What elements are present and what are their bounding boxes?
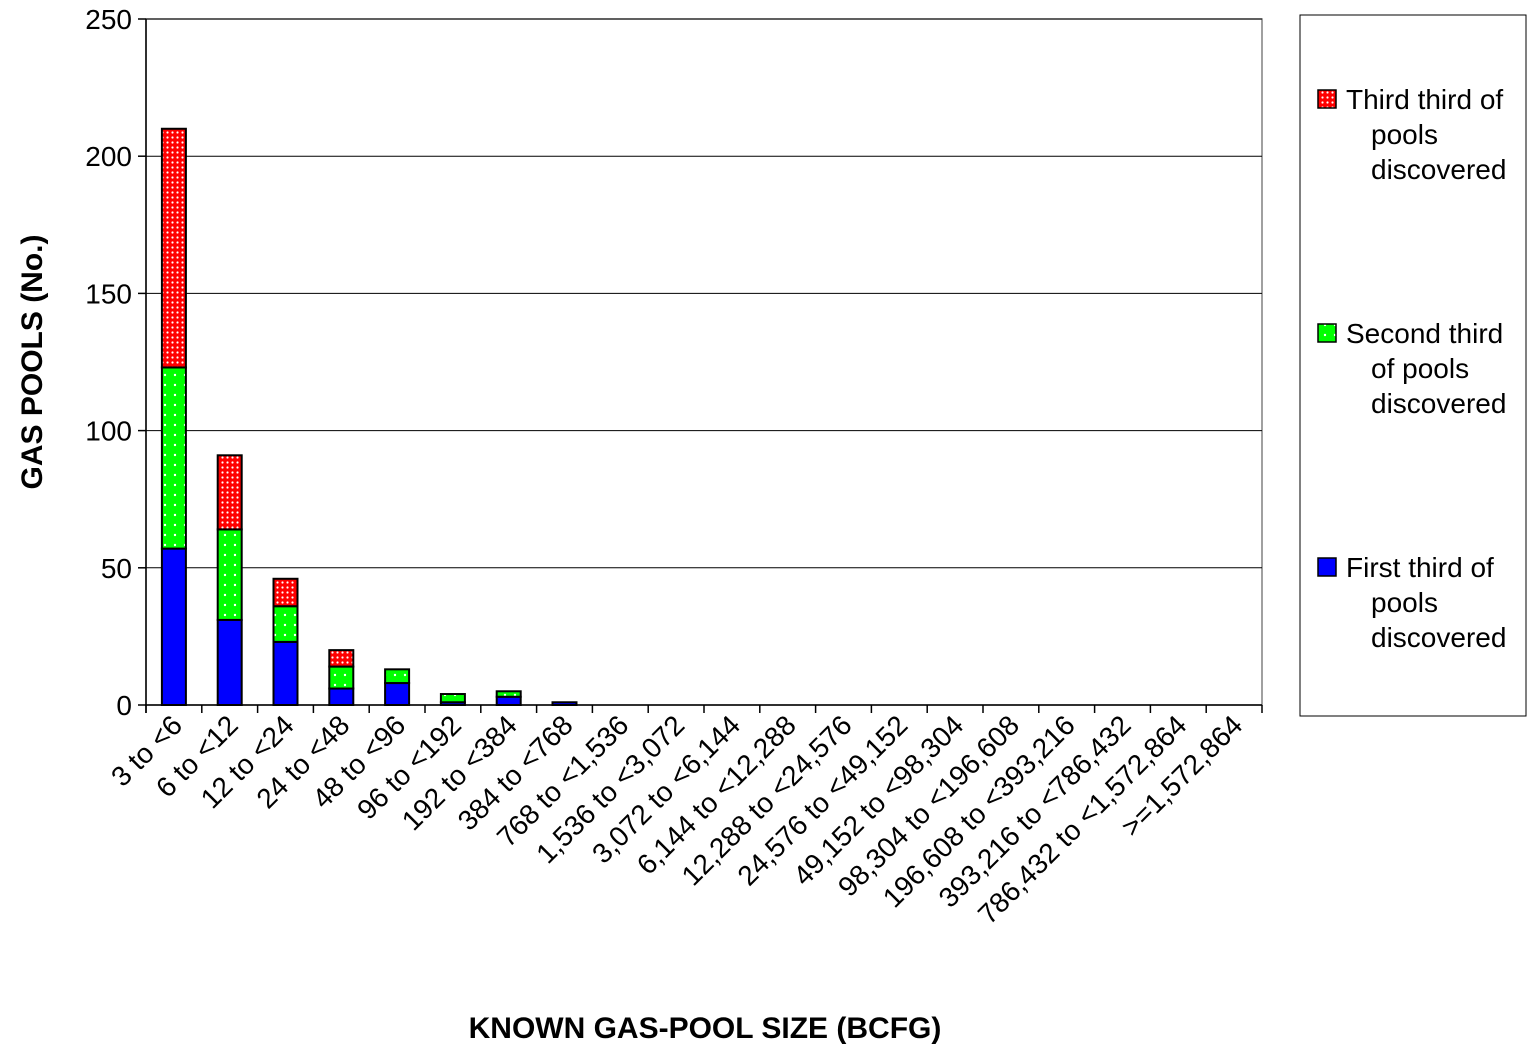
y-tick-labels: 0 50 100 150 200 250: [85, 4, 132, 721]
bar-segment-3: [328, 649, 355, 668]
bar-segment-1: [328, 687, 355, 707]
legend-swatch: [1317, 557, 1337, 577]
legend: Third third of pools discovered Second thir…: [1299, 14, 1527, 717]
y-tick-label: 50: [101, 553, 132, 584]
legend-item: Third third of pools discovered: [1317, 84, 1506, 185]
y-tick-label: 150: [85, 278, 132, 309]
legend-item: First third of pools discovered: [1317, 552, 1506, 653]
y-axis-title: GAS POOLS (No.): [16, 235, 49, 490]
plot-area: [145, 18, 1263, 706]
bar-segment-1: [216, 618, 243, 706]
bar-segment-3: [160, 127, 187, 369]
bar-segment-1: [272, 640, 299, 706]
bar-segment-3: [216, 454, 243, 531]
gridlines: [146, 18, 1262, 569]
legend-label: Third third of pools discovered: [1346, 84, 1506, 185]
y-tick-label: 100: [85, 416, 132, 447]
y-tick-label: 0: [116, 690, 132, 721]
legend-box: [1299, 14, 1527, 717]
bar-segment-2: [328, 665, 355, 690]
bar-segment-2: [439, 693, 466, 704]
bar-segment-3: [272, 577, 299, 608]
legend-swatch: [1317, 323, 1337, 343]
x-axis-title: KNOWN GAS-POOL SIZE (BCFG): [469, 1012, 942, 1045]
y-tick-label: 200: [85, 141, 132, 172]
bars: [160, 127, 578, 707]
legend-item: Second third of pools discovered: [1317, 318, 1506, 419]
bar-segment-2: [272, 605, 299, 643]
plot-border: [145, 18, 1263, 706]
y-tick-label: 250: [85, 4, 132, 35]
bar-segment-1: [495, 695, 522, 707]
bar-segment-1: [160, 547, 187, 706]
bar-segment-2: [495, 690, 522, 698]
bar-segment-1: [384, 682, 411, 706]
legend-swatch: [1317, 89, 1337, 109]
bar-segment-2: [216, 528, 243, 621]
bar-segment-2: [160, 366, 187, 550]
legend-label: Second third of pools discovered: [1346, 318, 1506, 419]
bar-segment-2: [384, 668, 411, 685]
axes: [138, 18, 1263, 713]
legend-label: First third of pools discovered: [1346, 552, 1506, 653]
